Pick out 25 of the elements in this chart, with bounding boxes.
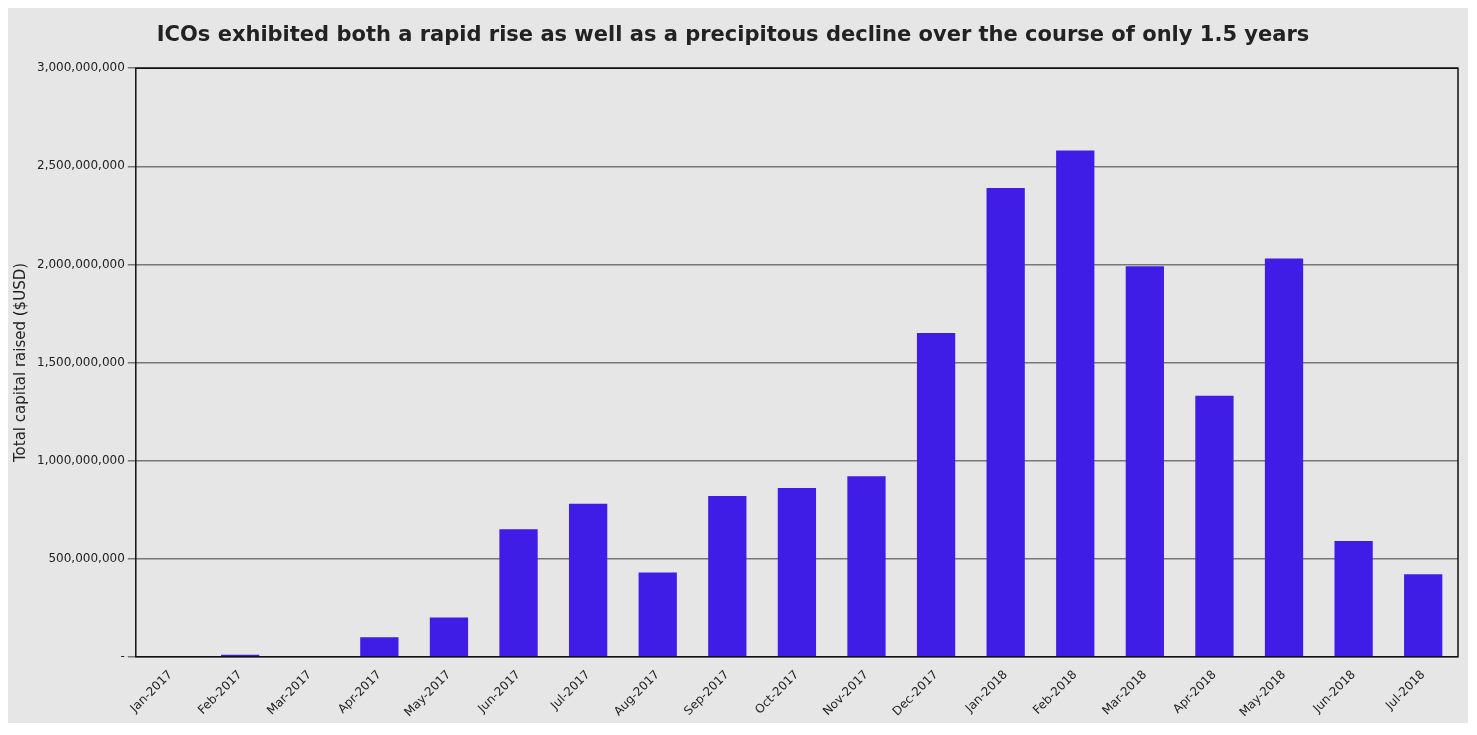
y-tick-label: 2,500,000,000 — [36, 158, 125, 173]
y-tick-label: - — [120, 648, 125, 663]
bar — [777, 488, 817, 657]
bar — [1264, 258, 1304, 657]
bar — [986, 187, 1025, 657]
chart-title: ICOs exhibited both a rapid rise as well as a precipitous decline over the course of only 1.5 years — [156, 22, 1310, 47]
bar — [847, 476, 886, 657]
bar — [708, 495, 747, 657]
bar — [1056, 150, 1095, 657]
bar — [499, 529, 538, 657]
bar — [1404, 574, 1443, 657]
bar — [1125, 266, 1164, 657]
bar — [1334, 541, 1373, 657]
y-tick-label: 500,000,000 — [48, 550, 125, 565]
bar — [916, 333, 956, 657]
y-tick-label: 1,500,000,000 — [36, 354, 125, 369]
y-tick-label: 3,000,000,000 — [36, 60, 125, 75]
bar — [360, 637, 399, 657]
bar — [1195, 395, 1234, 657]
y-tick-label: 1,000,000,000 — [36, 452, 125, 467]
bar — [638, 572, 677, 657]
y-axis-title: Total capital raised ($USD) — [10, 262, 29, 464]
bar — [568, 503, 608, 657]
y-tick-label: 2,000,000,000 — [36, 256, 125, 271]
bar — [429, 617, 469, 657]
